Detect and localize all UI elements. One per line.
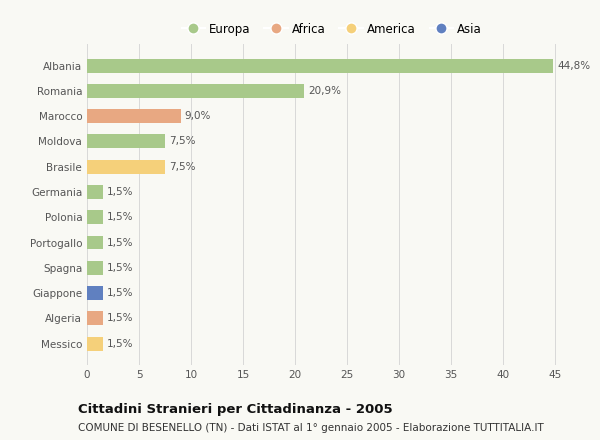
Text: 1,5%: 1,5% xyxy=(107,238,133,248)
Bar xyxy=(87,185,103,199)
Text: Cittadini Stranieri per Cittadinanza - 2005: Cittadini Stranieri per Cittadinanza - 2… xyxy=(78,403,392,416)
Bar xyxy=(87,135,165,148)
Text: 20,9%: 20,9% xyxy=(308,86,341,96)
Text: 1,5%: 1,5% xyxy=(107,339,133,348)
Bar xyxy=(87,312,103,325)
Bar xyxy=(87,210,103,224)
Text: 44,8%: 44,8% xyxy=(557,61,590,70)
Text: 1,5%: 1,5% xyxy=(107,288,133,298)
Bar xyxy=(87,337,103,351)
Bar xyxy=(87,160,165,174)
Text: 1,5%: 1,5% xyxy=(107,313,133,323)
Bar xyxy=(87,109,181,123)
Bar xyxy=(87,59,553,73)
Bar xyxy=(87,286,103,300)
Text: 1,5%: 1,5% xyxy=(107,187,133,197)
Text: 7,5%: 7,5% xyxy=(169,161,196,172)
Bar xyxy=(87,235,103,249)
Text: 7,5%: 7,5% xyxy=(169,136,196,147)
Legend: Europa, Africa, America, Asia: Europa, Africa, America, Asia xyxy=(177,18,486,40)
Bar xyxy=(87,84,304,98)
Text: COMUNE DI BESENELLO (TN) - Dati ISTAT al 1° gennaio 2005 - Elaborazione TUTTITAL: COMUNE DI BESENELLO (TN) - Dati ISTAT al… xyxy=(78,423,544,433)
Bar xyxy=(87,261,103,275)
Text: 1,5%: 1,5% xyxy=(107,263,133,273)
Text: 9,0%: 9,0% xyxy=(185,111,211,121)
Text: 1,5%: 1,5% xyxy=(107,212,133,222)
